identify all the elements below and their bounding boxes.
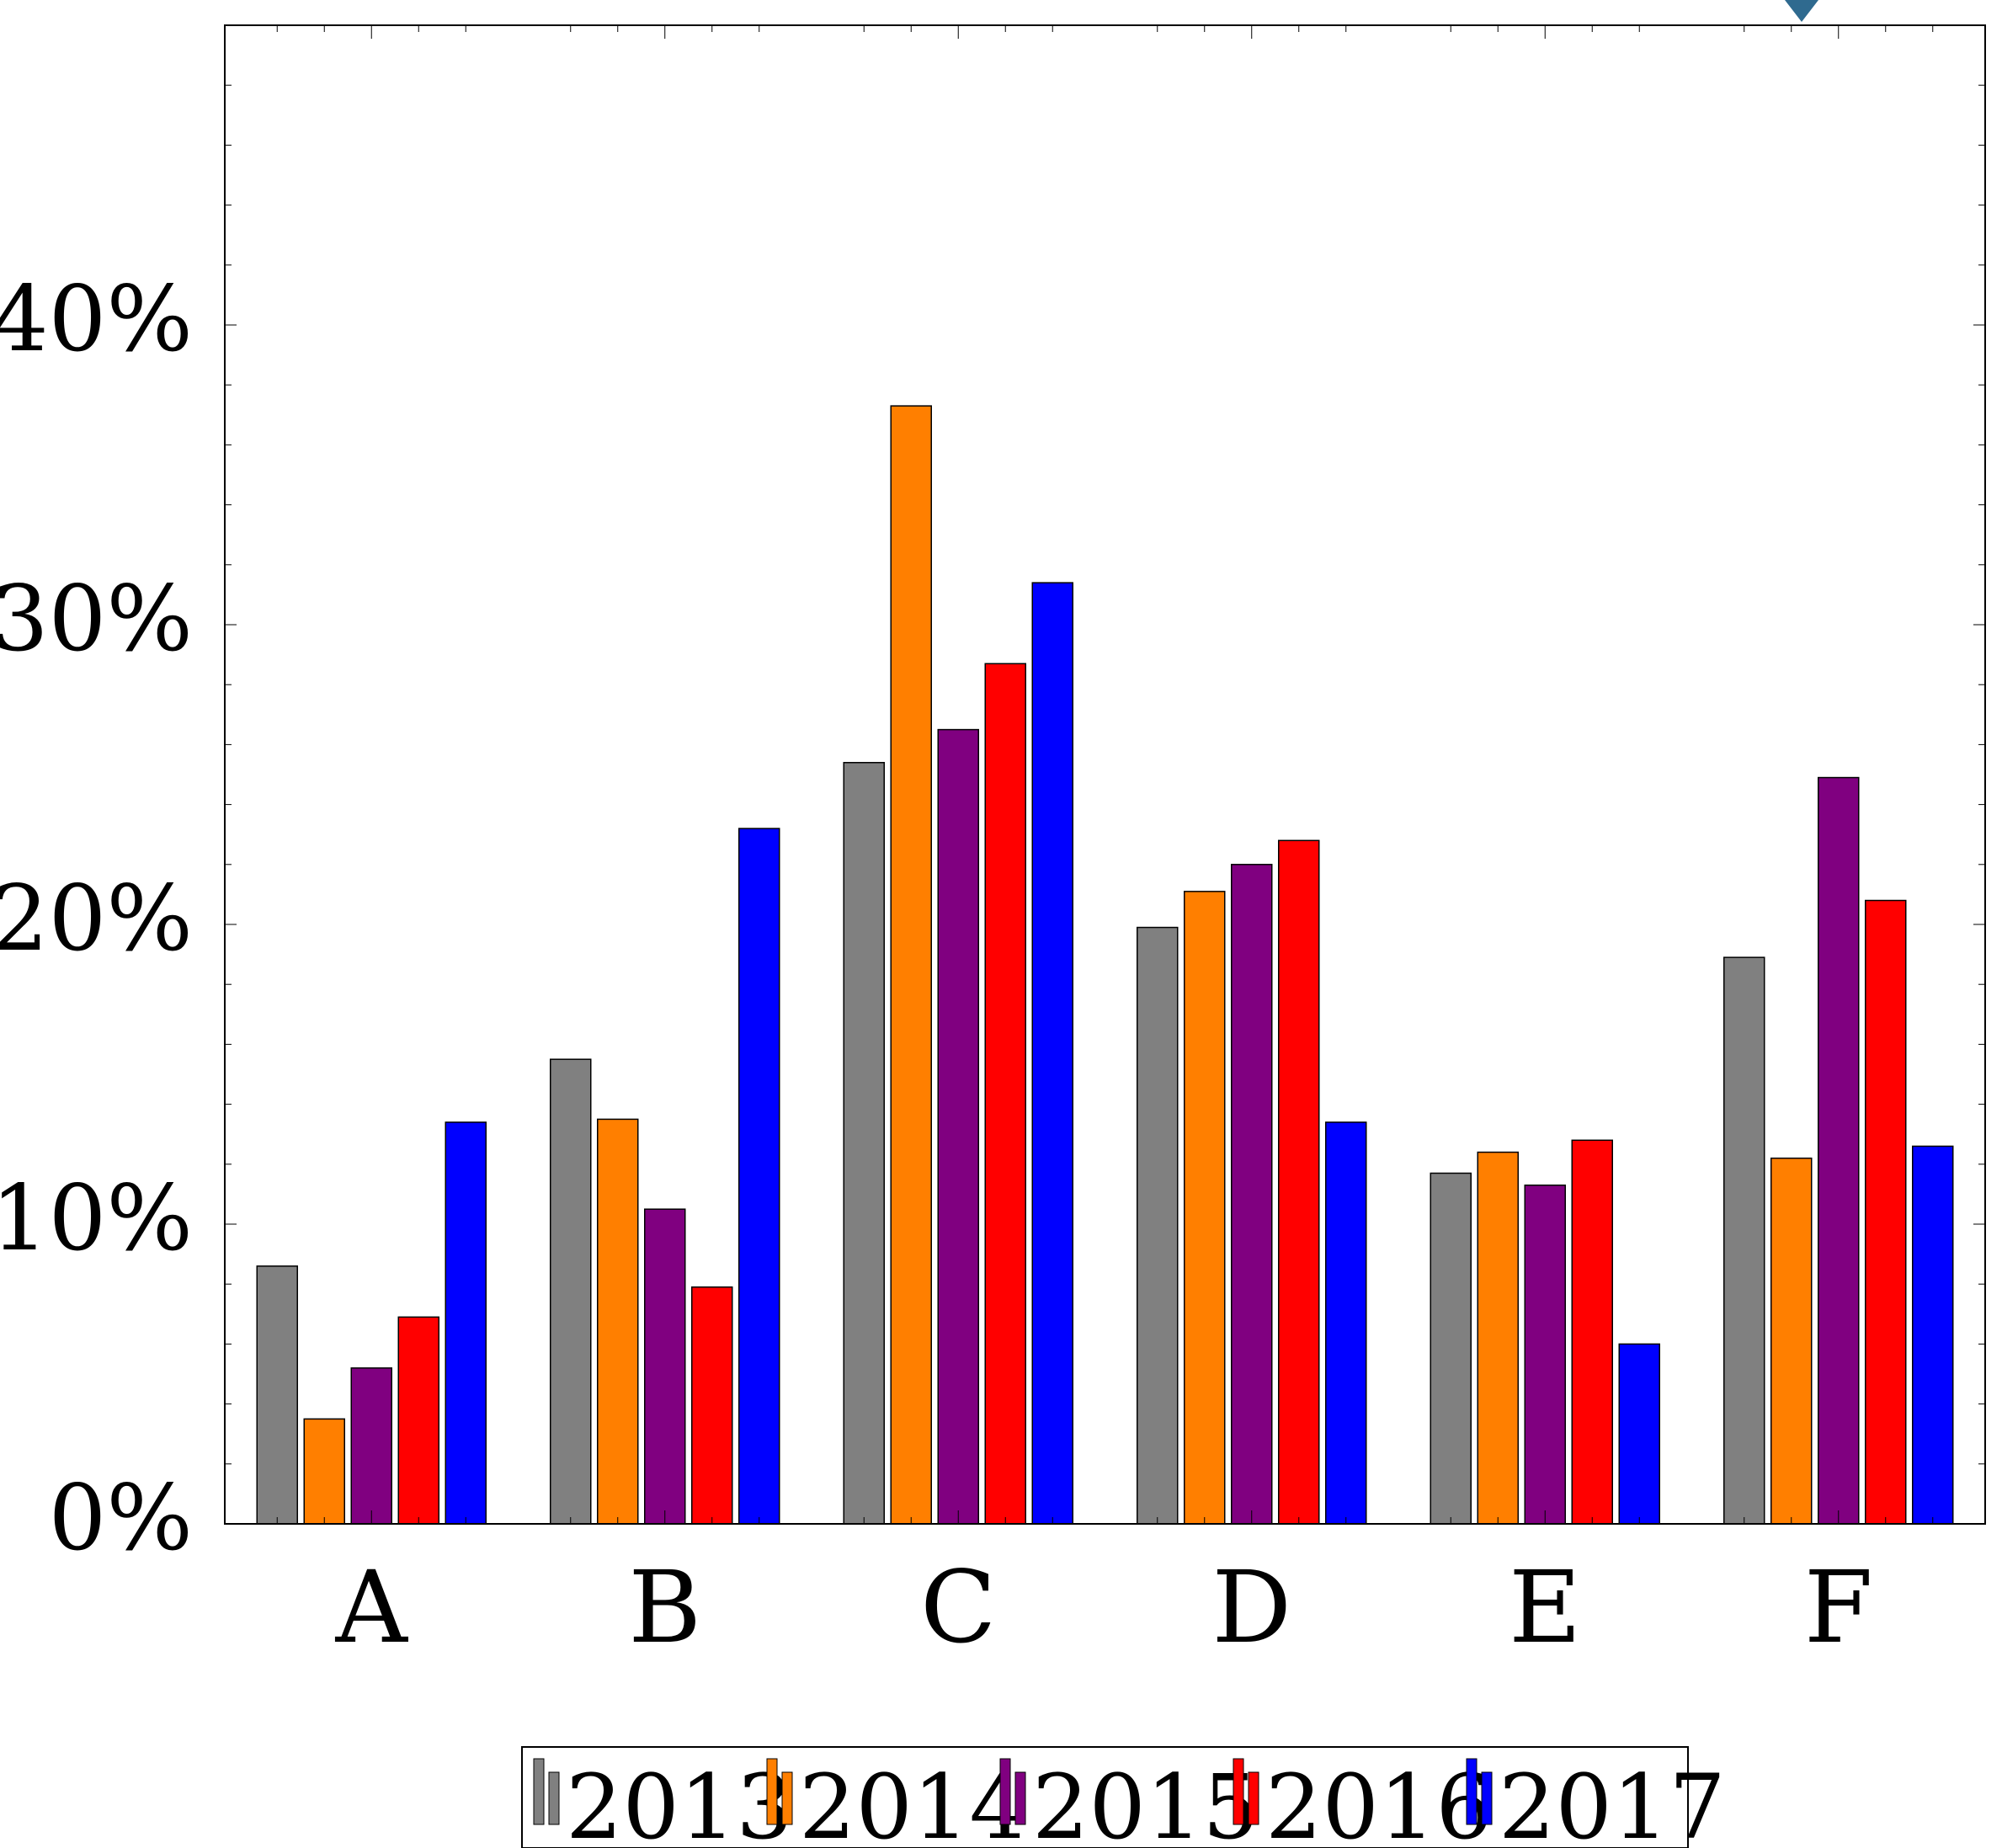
bar-B-2017 [738,828,780,1525]
corner-marker [1785,0,1818,22]
bar-F-2017 [1912,1145,1954,1525]
bar-C-2016 [984,663,1026,1525]
x-tick-label: F [1804,1549,1873,1665]
legend-swatch-2017 [1481,1771,1493,1825]
y-tick-label: 20% [0,866,193,972]
bar-E-2015 [1524,1184,1566,1525]
bar-B-2015 [644,1208,686,1525]
bar-A-2017 [445,1121,487,1525]
bar-F-2016 [1865,899,1907,1525]
bar-A-2015 [350,1367,392,1525]
x-tick-label: B [628,1549,701,1665]
legend-swatch-2013 [548,1771,560,1825]
bar-E-2014 [1477,1151,1519,1525]
legend-swatch-2016 [1248,1771,1259,1825]
legend-label-2015: 2015 [1032,1755,1259,1848]
minor-ticks [225,24,1985,1525]
bar-C-2015 [937,728,979,1525]
y-tick-label: 0% [49,1466,193,1571]
y-tick-label: 10% [0,1166,193,1271]
corner-triangle-marker [1785,0,1818,22]
bar-A-2016 [397,1316,439,1525]
y-axis: 0% 10% 20% 30% 40% [0,267,193,1571]
legend-swatch-2014 [766,1758,778,1825]
bar-A-2014 [303,1418,345,1525]
legend-swatch-2017 [1466,1758,1478,1825]
legend-box [521,1746,1689,1848]
bar-C-2013 [843,762,885,1525]
bar-E-2013 [1430,1172,1472,1525]
legend-label-2017: 2017 [1499,1755,1726,1848]
bar-C-2017 [1031,582,1073,1525]
x-tick-label: C [920,1549,996,1665]
x-tick-label: A [335,1549,409,1665]
x-tick-label: E [1509,1549,1581,1665]
bar-D-2014 [1184,891,1226,1525]
bar-F-2015 [1818,776,1860,1525]
plot-frame [224,24,1986,1525]
x-tick-label: D [1211,1549,1291,1665]
legend-swatch-2013 [533,1758,545,1825]
bar-F-2014 [1770,1157,1813,1525]
bar-D-2016 [1278,839,1320,1525]
legend-label-2016: 2016 [1265,1755,1493,1848]
bar-B-2014 [597,1118,639,1525]
x-axis: A B C D E F [335,1549,1873,1665]
bar-B-2013 [550,1058,592,1525]
bar-D-2013 [1137,926,1179,1525]
bar-F-2013 [1723,956,1765,1525]
legend-swatch-2015 [1014,1771,1026,1825]
bar-E-2017 [1618,1343,1660,1525]
bar-D-2015 [1231,864,1273,1525]
legend: 2013 2014 2015 2016 2017 [521,1746,1726,1848]
bars-layer [256,405,1954,1525]
bar-C-2014 [890,405,932,1525]
legend-swatch-2015 [999,1758,1011,1825]
legend-swatch-2014 [781,1771,793,1825]
legend-label-2014: 2014 [799,1755,1026,1848]
bar-B-2016 [691,1286,733,1525]
y-tick-label: 40% [0,267,193,372]
legend-label-2013: 2013 [566,1755,793,1848]
bar-A-2013 [256,1265,298,1525]
y-tick-label: 30% [0,567,193,672]
bar-E-2016 [1571,1139,1613,1525]
bar-D-2017 [1325,1121,1367,1525]
legend-swatch-2016 [1233,1758,1244,1825]
